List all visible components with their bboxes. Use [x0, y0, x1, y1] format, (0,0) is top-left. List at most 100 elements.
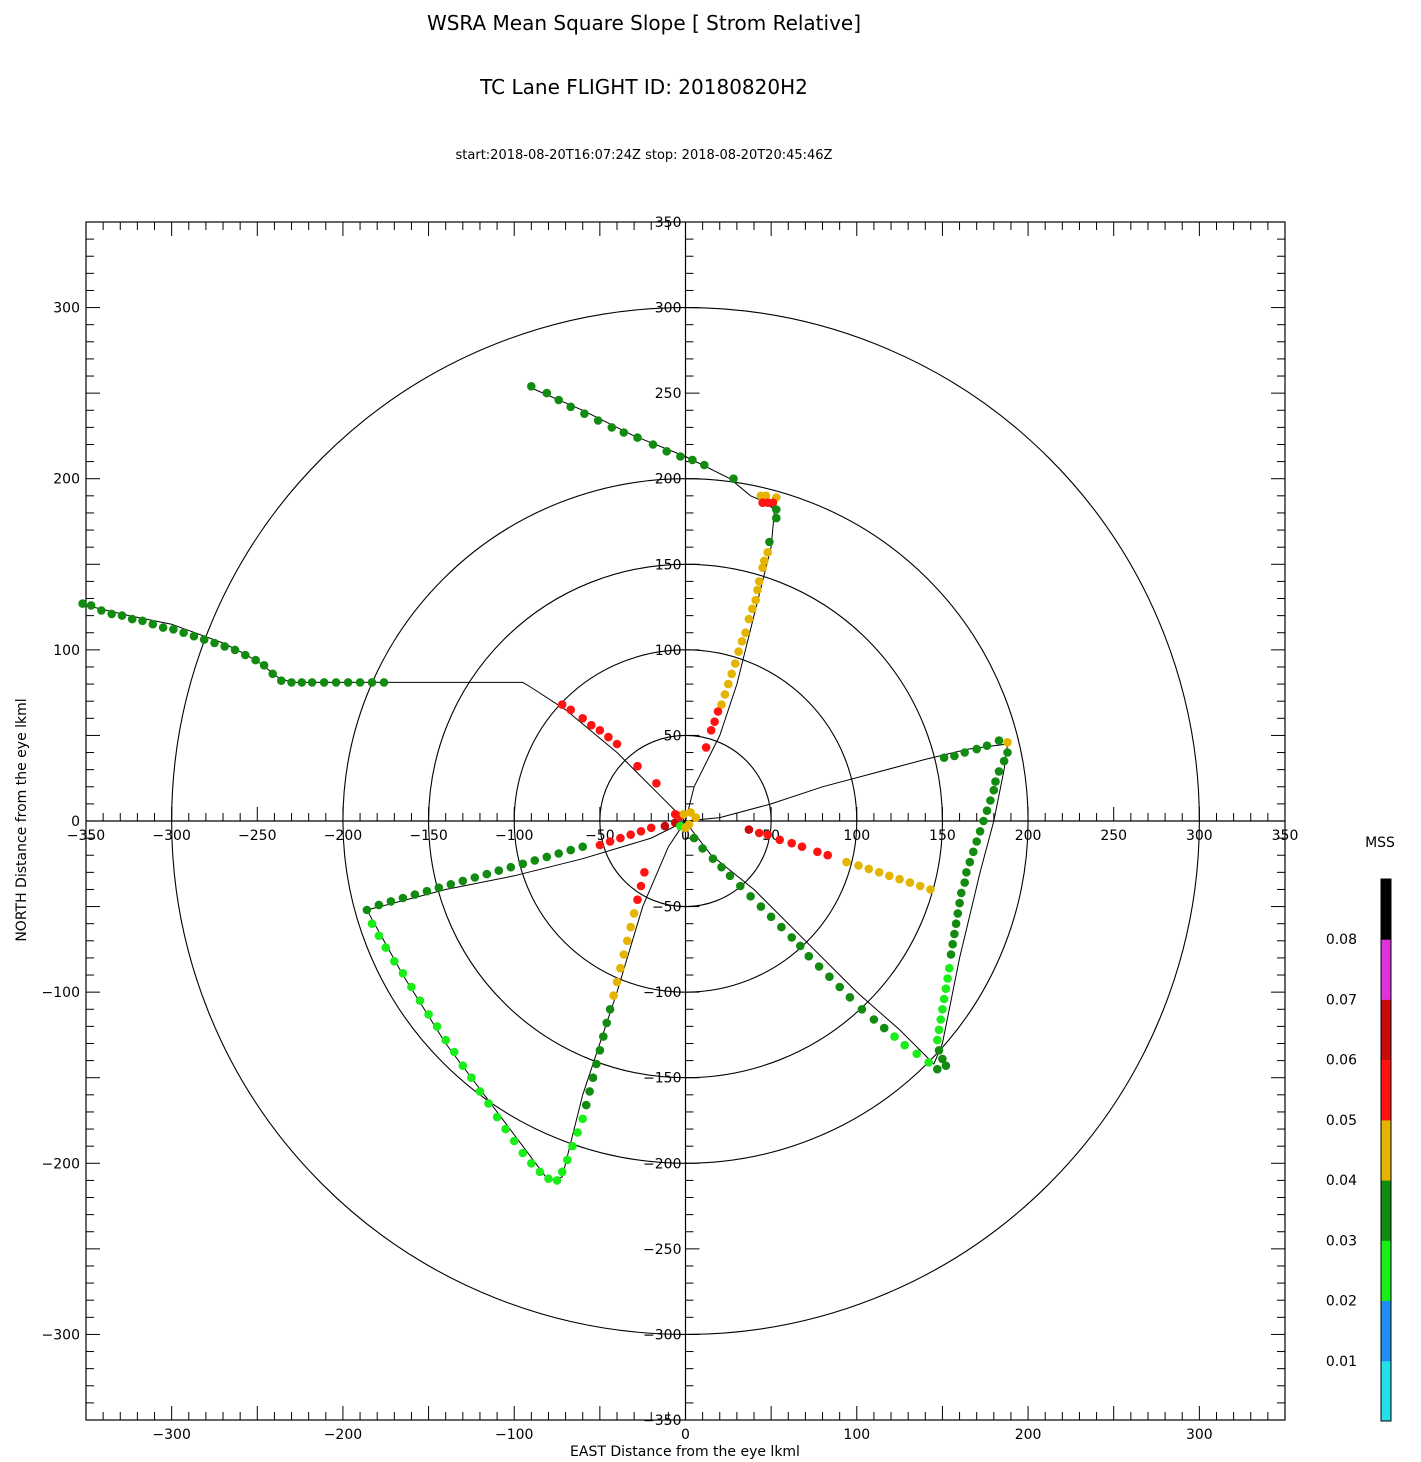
- mss-point: [319, 678, 329, 687]
- mss-point: [934, 1046, 944, 1055]
- mss-point: [410, 890, 420, 899]
- center-y-tick-label: 50: [664, 728, 682, 744]
- mss-point: [179, 628, 188, 637]
- mss-point: [578, 714, 587, 723]
- track-line: [85, 387, 1009, 1181]
- colorbar-segment: [1381, 1240, 1391, 1301]
- mss-point: [938, 1005, 947, 1014]
- mss-point: [772, 505, 781, 514]
- mss-point: [754, 828, 764, 838]
- mss-point: [706, 726, 716, 735]
- mss-point: [842, 857, 851, 867]
- colorbar-segment: [1381, 1180, 1391, 1241]
- mss-point: [241, 650, 250, 660]
- mss-point: [484, 1099, 493, 1108]
- colorbar-label: 0.02: [1326, 1294, 1357, 1310]
- mss-point: [595, 1046, 605, 1055]
- mss-point: [869, 1015, 879, 1024]
- mss-point: [936, 1015, 945, 1024]
- center-x-tick-label: 0: [681, 828, 690, 844]
- mss-point: [117, 611, 127, 620]
- mss-point: [527, 382, 536, 391]
- mss-point: [331, 678, 341, 687]
- mss-point: [950, 929, 959, 939]
- mss-point: [955, 898, 964, 908]
- mss-point: [633, 895, 642, 904]
- mss-points: [78, 382, 1012, 1185]
- mss-point: [633, 433, 642, 442]
- mss-point: [230, 645, 240, 655]
- mss-point: [741, 628, 750, 637]
- mss-point: [585, 1087, 594, 1096]
- x-tick-label: −100: [495, 1427, 533, 1443]
- mss-point: [566, 705, 575, 715]
- mss-point: [612, 739, 622, 749]
- mss-point: [557, 1167, 567, 1177]
- chart-time-range: start:2018-08-20T16:07:24Z stop: 2018-08…: [456, 148, 833, 163]
- mss-point: [552, 1176, 562, 1185]
- mss-point: [766, 912, 776, 922]
- axes: −300 −200 −100 0 100 200 300 −300 −200 −100 0 100 20…: [42, 215, 1299, 1443]
- mss-point: [518, 1148, 528, 1158]
- center-y-tick-label: 350: [655, 215, 682, 231]
- mss-point: [941, 984, 951, 993]
- mss-point: [946, 950, 956, 959]
- mss-point: [210, 638, 219, 648]
- center-y-tick-label: −250: [643, 1242, 681, 1258]
- mss-point: [758, 563, 767, 572]
- mss-point: [646, 823, 656, 833]
- mss-point: [744, 825, 754, 834]
- mss-point: [563, 1155, 572, 1165]
- mss-point: [148, 619, 158, 629]
- colorbar-label: 0.07: [1326, 992, 1357, 1008]
- x-tick-label: 0: [681, 1427, 690, 1443]
- mss-point: [619, 950, 629, 959]
- mss-point: [710, 717, 719, 726]
- mss-point: [835, 982, 844, 992]
- mss-point: [900, 1040, 909, 1050]
- mss-point: [107, 609, 116, 619]
- mss-point: [636, 827, 646, 836]
- center-y-tick-label: −350: [643, 1413, 681, 1429]
- mss-point: [424, 1010, 433, 1019]
- mss-point: [813, 847, 822, 857]
- mss-point: [544, 1174, 553, 1183]
- mss-point: [768, 498, 778, 508]
- mss-point: [845, 993, 855, 1002]
- mss-point: [720, 690, 730, 699]
- mss-point: [554, 395, 563, 405]
- mss-point: [277, 676, 286, 685]
- mss-point: [86, 601, 96, 610]
- mss-point: [374, 900, 384, 910]
- mss-point: [578, 842, 587, 851]
- mss-point: [676, 452, 685, 461]
- center-x-tick-label: 350: [1272, 828, 1299, 844]
- mss-point: [934, 1025, 944, 1035]
- mss-point: [660, 821, 670, 831]
- mss-point: [948, 939, 957, 949]
- mss-point: [467, 1073, 476, 1082]
- mss-point: [969, 847, 978, 857]
- mss-point: [648, 440, 658, 449]
- mss-point: [979, 816, 988, 826]
- mss-point: [595, 840, 605, 850]
- mss-point: [446, 880, 456, 889]
- center-y-tick-label: 150: [655, 557, 682, 573]
- mss-point: [592, 1059, 601, 1069]
- mss-point: [912, 1049, 921, 1059]
- x-tick-label: 100: [843, 1427, 870, 1443]
- mss-point: [823, 850, 832, 860]
- mss-point: [960, 748, 969, 757]
- mss-point: [905, 878, 915, 887]
- center-y-tick-label: 200: [655, 472, 682, 488]
- mss-point: [434, 883, 444, 892]
- mss-point: [415, 996, 425, 1005]
- mss-point: [138, 616, 147, 626]
- colorbar-label: 0.01: [1326, 1354, 1357, 1370]
- mss-point: [482, 869, 492, 879]
- mss-point: [765, 537, 774, 547]
- mss-point: [679, 809, 689, 819]
- mss-point: [972, 744, 981, 754]
- mss-point: [734, 647, 743, 656]
